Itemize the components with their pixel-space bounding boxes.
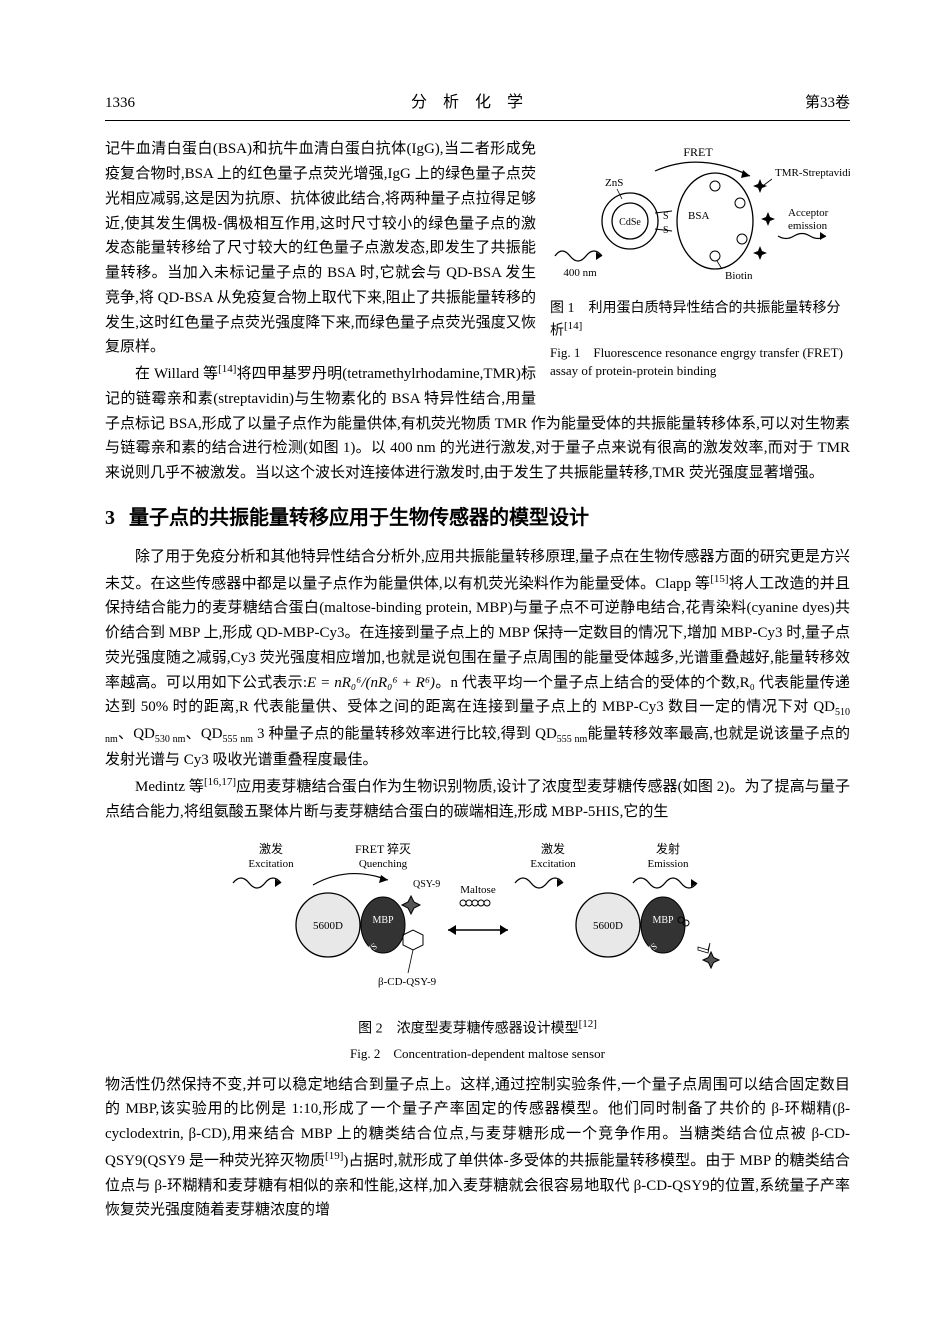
svg-text:MBP: MBP	[652, 915, 674, 926]
svg-text:emission: emission	[788, 220, 828, 232]
figure-2-caption-cn: 图 2 浓度型麦芽糖传感器设计模型[12]	[105, 1015, 850, 1041]
volume-label: 第33卷	[805, 91, 850, 116]
svg-text:ZnS: ZnS	[605, 177, 623, 189]
section-number: 3	[105, 507, 115, 529]
svg-text:Excitation: Excitation	[248, 858, 294, 870]
page-header: 1336 分 析 化 学 第33卷	[105, 90, 850, 121]
svg-text:Acceptor: Acceptor	[788, 207, 829, 219]
svg-text:发射: 发射	[655, 841, 679, 856]
paragraph-3: 除了用于免疫分析和其他特异性结合分析外,应用共振能量转移原理,量子点在生物传感器…	[105, 545, 850, 773]
svg-text:Quenching: Quenching	[358, 858, 407, 870]
svg-text:Emission: Emission	[647, 858, 688, 870]
figure-2-caption-en: Fig. 2 Concentration-dependent maltose s…	[105, 1043, 850, 1064]
svg-text:Excitation: Excitation	[530, 858, 576, 870]
figure-1: 400 nm ZnS CdSe S S BSA Biotin	[550, 141, 850, 379]
svg-text:FRET 猝灭: FRET 猝灭	[354, 842, 410, 856]
svg-text:S: S	[663, 211, 669, 222]
section-title: 量子点的共振能量转移应用于生物传感器的模型设计	[129, 507, 589, 529]
page-number: 1336	[105, 91, 135, 116]
svg-text:CdSe: CdSe	[619, 217, 641, 228]
svg-text:QSY-9: QSY-9	[413, 879, 440, 890]
figure-1-caption-cn: 图 1 利用蛋白质特异性结合的共振能量转移分析[14]	[550, 299, 850, 341]
svg-text:BSA: BSA	[688, 210, 709, 222]
svg-text:400 nm: 400 nm	[563, 267, 597, 279]
svg-text:MBP: MBP	[372, 915, 394, 926]
svg-text:TMR-Streptavidin: TMR-Streptavidin	[775, 167, 850, 179]
journal-name: 分 析 化 学	[411, 90, 529, 116]
svg-text:5600D: 5600D	[593, 920, 623, 932]
figure-2-diagram: 激发 Excitation FRET 猝灭 Quenching 5600D MB…	[213, 835, 743, 1005]
svg-text:Maltose: Maltose	[460, 884, 496, 896]
figure-1-diagram: 400 nm ZnS CdSe S S BSA Biotin	[550, 141, 850, 286]
paragraph-5: 物活性仍然保持不变,并可以稳定地结合到量子点上。这样,通过控制实验条件,一个量子…	[105, 1073, 850, 1224]
figure-2: 激发 Excitation FRET 猝灭 Quenching 5600D MB…	[105, 835, 850, 1065]
svg-text:FRET: FRET	[683, 145, 713, 159]
svg-text:激发: 激发	[258, 841, 282, 856]
svg-text:β-CD-QSY-9: β-CD-QSY-9	[378, 976, 437, 988]
svg-text:5600D: 5600D	[313, 920, 343, 932]
figure-1-caption-en: Fig. 1 Fluorescence resonance engrgy tra…	[550, 344, 850, 379]
section-3-heading: 3 量子点的共振能量转移应用于生物传感器的模型设计	[105, 502, 850, 535]
paragraph-4: Medintz 等[16,17]应用麦芽糖结合蛋白作为生物识别物质,设计了浓度型…	[105, 773, 850, 825]
svg-text:Biotin: Biotin	[725, 270, 753, 282]
svg-text:激发: 激发	[540, 841, 564, 856]
